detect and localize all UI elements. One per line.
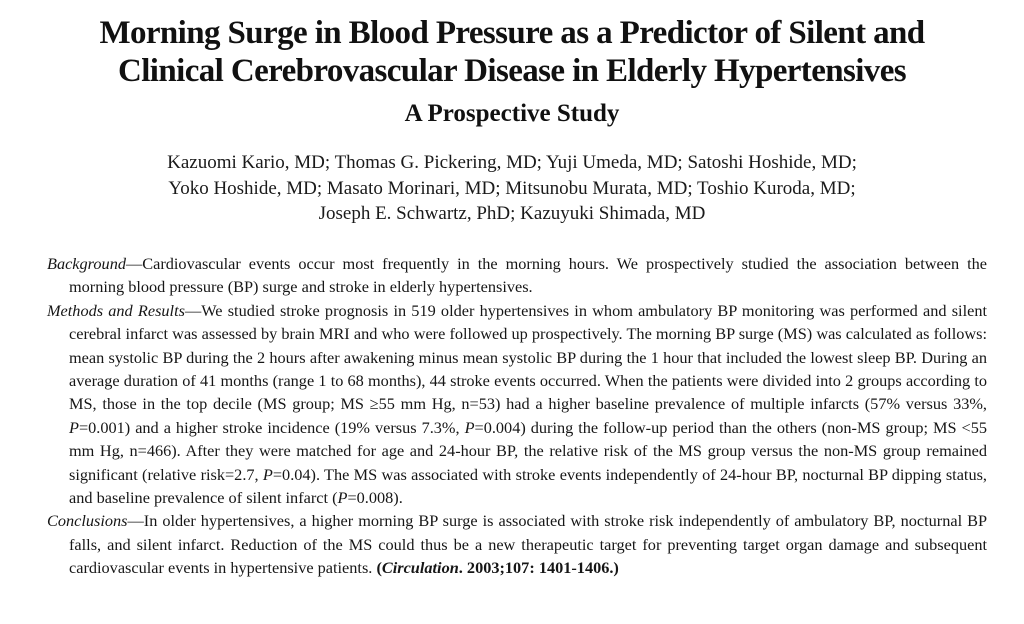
background-dash: — [125, 254, 143, 273]
author-line-2: Yoko Hoshide, MD; Masato Morinari, MD; M… [168, 177, 856, 199]
methods-text-4: =0.04). The MS was associated with strok… [69, 464, 988, 508]
citation-open: ( [376, 558, 382, 578]
abstract: Background—Cardiovascular events occur m… [47, 252, 987, 580]
methods-text-3: =0.004) during the follow-up period than… [69, 417, 987, 484]
abstract-conclusions: Conclusions—In older hypertensives, a hi… [47, 509, 987, 579]
background-text: Cardiovascular events occur most frequen… [69, 254, 987, 297]
paper-title: Morning Surge in Blood Pressure as a Pre… [0, 14, 1024, 90]
p-value-label: P [337, 488, 348, 508]
paper-subtitle: A Prospective Study [404, 100, 620, 127]
conclusions-dash: — [127, 511, 144, 531]
abstract-methods: Methods and Results—We studied stroke pr… [47, 299, 987, 510]
methods-text-1: We studied stroke prognosis in 519 older… [69, 300, 987, 414]
p-value-label: P [464, 417, 475, 437]
citation-details: . 2003;107: 1401-1406.) [458, 558, 619, 578]
methods-text-5: =0.008). [347, 488, 403, 508]
title-line-1: Morning Surge in Blood Pressure as a Pre… [99, 15, 925, 51]
methods-heading: Methods and Results [47, 300, 185, 320]
citation-journal: Circulation [381, 558, 459, 578]
author-line-3: Joseph E. Schwartz, PhD; Kazuyuki Shimad… [318, 203, 706, 224]
author-line-1: Kazuomi Kario, MD; Thomas G. Pickering, … [167, 152, 857, 173]
author-list: Kazuomi Kario, MD; Thomas G. Pickering, … [0, 150, 1024, 227]
methods-dash: — [184, 300, 202, 320]
abstract-background: Background—Cardiovascular events occur m… [47, 252, 987, 299]
p-value-label: P [69, 417, 79, 437]
conclusions-text: In older hypertensives, a higher morning… [69, 511, 987, 578]
conclusions-heading: Conclusions [47, 511, 128, 531]
background-heading: Background [47, 254, 126, 273]
title-line-2: Clinical Cerebrovascular Disease in Elde… [118, 53, 907, 89]
p-value-label: P [262, 464, 273, 484]
methods-text-2: =0.001) and a higher stroke incidence (1… [78, 417, 465, 437]
